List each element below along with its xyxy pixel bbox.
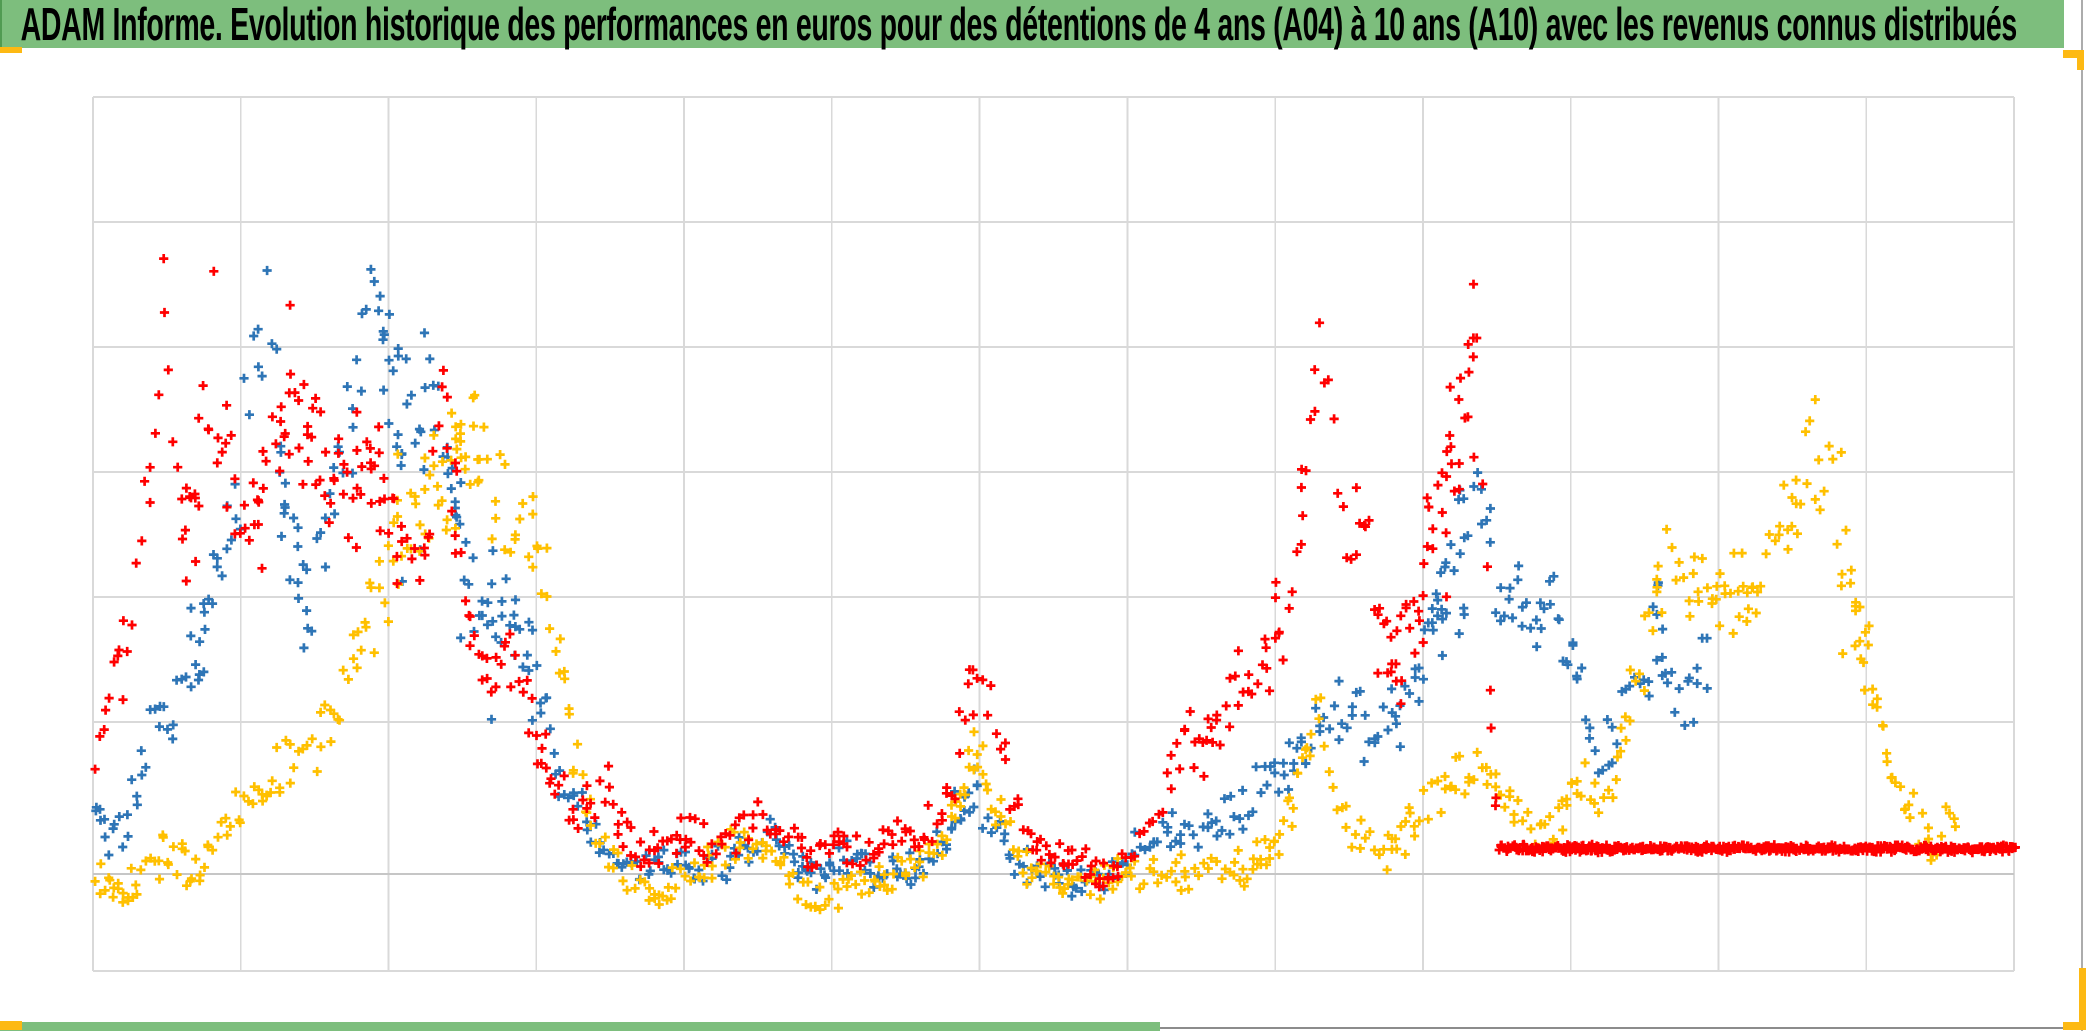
chart-area[interactable] [0, 48, 2086, 1031]
selection-handle-bottom-left [0, 1021, 22, 1030]
selection-handle-top-left [0, 47, 22, 53]
selection-handle-top-right-leg [2077, 50, 2084, 70]
selection-handle-bottom-right-leg [2079, 968, 2086, 1024]
selection-handle-top-right [2063, 50, 2084, 58]
page-title: ADAM Informe. Evolution historique des p… [20, 0, 2018, 50]
scatter-chart-svg [90, 96, 2020, 972]
selection-handle-bottom-right [2063, 1022, 2086, 1030]
sheet-title-bar: ADAM Informe. Evolution historique des p… [0, 0, 2064, 48]
page-right-border [2081, 0, 2083, 1031]
bottom-green-strip [0, 1022, 1160, 1031]
